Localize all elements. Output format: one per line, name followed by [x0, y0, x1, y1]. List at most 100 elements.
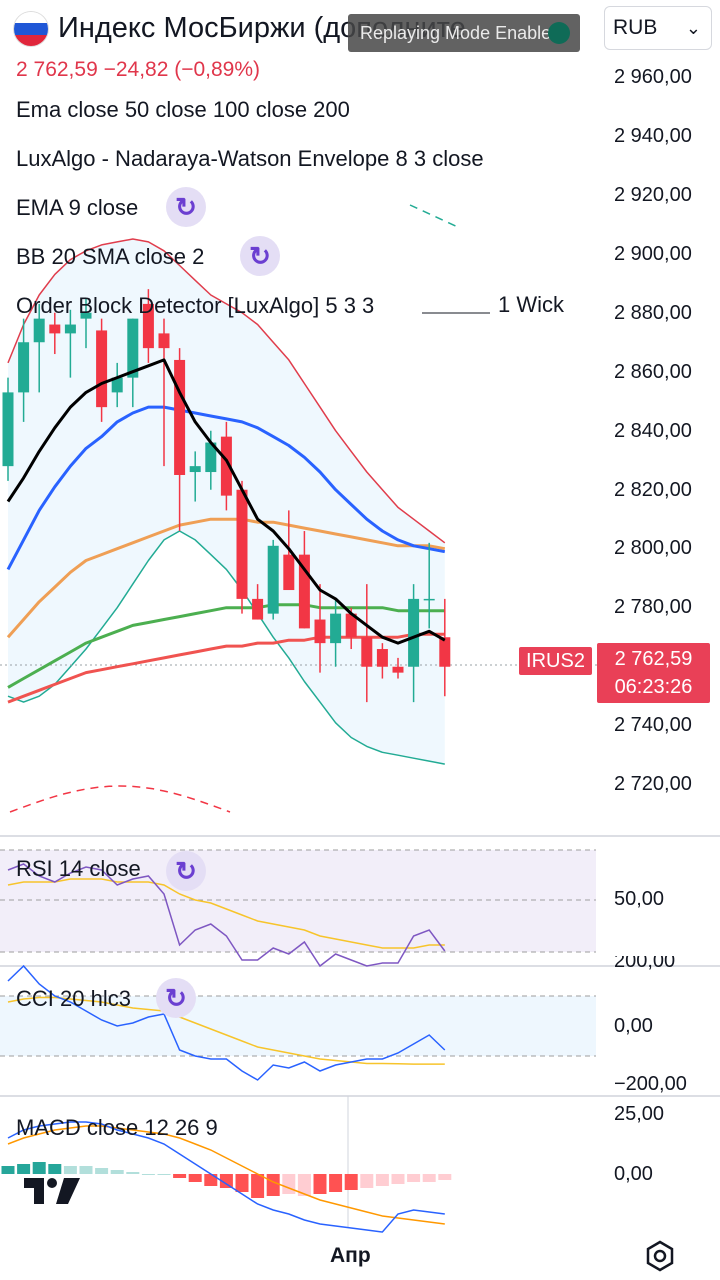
price-axis-label: 2 780,00: [614, 596, 692, 618]
candle-body: [283, 554, 295, 591]
macd-histogram-bar: [204, 1174, 218, 1186]
time-axis-label: Апр: [330, 1244, 371, 1267]
price-axis-label: 2 720,00: [614, 773, 692, 795]
russia-flag-icon: [14, 12, 48, 46]
macd-histogram-bar: [422, 1174, 436, 1182]
macd-histogram-bar: [391, 1174, 405, 1184]
sync-icon[interactable]: ↻: [166, 851, 206, 891]
candle-body: [64, 324, 76, 334]
rsi-band: [0, 850, 596, 952]
candle-body: [189, 466, 201, 473]
macd-histogram-bar: [266, 1174, 280, 1196]
candle-body: [423, 598, 435, 601]
macd-histogram-bar: [17, 1164, 31, 1174]
price-axis-label: 2 840,00: [614, 420, 692, 442]
cci-label[interactable]: CCI 20 hlc3: [16, 986, 131, 1011]
candle-body: [392, 666, 404, 673]
macd-histogram-bar: [95, 1168, 109, 1174]
macd-histogram-bar: [157, 1174, 171, 1175]
macd-histogram-bar: [297, 1174, 311, 1196]
macd-histogram-bar: [329, 1174, 343, 1192]
ema9-line: [6, 358, 446, 645]
macd-pane: [1, 1121, 452, 1233]
candle-body: [408, 598, 420, 667]
cci-line: [7, 964, 446, 1081]
price-axis-label: 2 800,00: [614, 537, 692, 559]
candle-body: [330, 613, 342, 644]
candle-body: [252, 598, 264, 620]
settings-gear-icon[interactable]: [644, 1240, 676, 1272]
status-dot-icon: [548, 22, 570, 44]
macd-histogram-bar: [375, 1174, 389, 1186]
sync-icon[interactable]: ↻: [166, 187, 206, 227]
bb-basis-line: [6, 405, 446, 571]
cci-axis-label: −200,00: [614, 1073, 687, 1095]
rsi-label[interactable]: RSI 14 close: [16, 856, 141, 881]
price-axis-label: 2 860,00: [614, 361, 692, 383]
candle-body: [142, 303, 154, 349]
bb-lower-line: [7, 530, 445, 765]
last-price-value: 2 762,59: [614, 648, 693, 670]
macd-histogram-bar: [110, 1170, 124, 1174]
indicator-bb[interactable]: BB 20 SMA close 2: [16, 244, 205, 269]
macd-histogram-bar: [188, 1174, 202, 1182]
macd-histogram-bar: [360, 1174, 374, 1188]
macd-histogram-bar: [313, 1174, 327, 1194]
macd-label[interactable]: MACD close 12 26 9: [16, 1115, 218, 1140]
candle-body: [376, 649, 388, 667]
candle-body: [174, 359, 186, 475]
candle-body: [314, 619, 326, 644]
candle-body: [205, 442, 217, 473]
indicator-order-block[interactable]: Order Block Detector [LuxAlgo] 5 3 3: [16, 293, 375, 318]
candle-body: [2, 392, 14, 467]
candle-body: [298, 554, 310, 629]
candle-body: [439, 637, 451, 667]
replay-toast-text: Replaying Mode Enable: [360, 23, 552, 43]
candle-body: [49, 324, 61, 334]
chevron-down-icon: ⌄: [685, 18, 701, 38]
indicator-ema9[interactable]: EMA 9 close: [16, 195, 139, 220]
indicator-ema-multi[interactable]: Ema close 50 close 100 close 200: [16, 97, 350, 122]
candle-body: [345, 613, 357, 638]
price-axis-label: 2 820,00: [614, 479, 692, 501]
nw-envelope-lower-line: [9, 785, 231, 813]
candle-body: [33, 318, 45, 343]
price-axis-label: 2 740,00: [614, 714, 692, 736]
candle-body: [158, 333, 170, 349]
cci-axis-label: 0,00: [614, 1015, 653, 1037]
price-axis-label: 2 880,00: [614, 302, 692, 324]
macd-axis-label: 0,00: [614, 1163, 653, 1185]
ema100-line: [7, 603, 445, 689]
bar-countdown: 06:23:26: [614, 676, 693, 698]
candle-body: [236, 489, 248, 599]
candle-body: [127, 318, 139, 378]
macd-histogram-bar: [63, 1166, 77, 1174]
indicator-luxalgo-nw[interactable]: LuxAlgo - Nadaraya-Watson Envelope 8 3 c…: [16, 146, 484, 171]
currency-select[interactable]: RUB ⌄: [604, 6, 712, 50]
candle-body: [361, 637, 373, 667]
cci-axis-label: 200,00: [614, 956, 676, 970]
candle-body: [96, 330, 108, 408]
macd-line: [7, 1121, 445, 1233]
price-axis-label: 2 920,00: [614, 184, 692, 206]
currency-value: RUB: [613, 16, 658, 39]
rsi-pane: [0, 849, 596, 968]
symbol-badge: IRUS2: [519, 647, 592, 675]
last-price-badge: 2 762,59 06:23:26: [597, 643, 710, 703]
macd-histogram-bar: [282, 1174, 296, 1194]
macd-histogram-bar: [438, 1174, 452, 1180]
cci-band: [0, 996, 596, 1056]
macd-histogram-bar: [126, 1172, 140, 1174]
main-price-pane: [0, 204, 600, 813]
macd-signal-line: [7, 1125, 445, 1225]
price-change: 2 762,59 −24,82 (−0,89%): [16, 58, 261, 81]
sync-icon[interactable]: ↻: [240, 236, 280, 276]
rsi-signal-line: [7, 878, 445, 949]
macd-histogram-bar: [219, 1174, 233, 1188]
macd-histogram-bar: [32, 1162, 46, 1174]
price-axis-label: 2 900,00: [614, 243, 692, 265]
sync-icon[interactable]: ↻: [156, 978, 196, 1018]
rsi-line: [7, 863, 446, 968]
cci-pane: [0, 964, 596, 1081]
